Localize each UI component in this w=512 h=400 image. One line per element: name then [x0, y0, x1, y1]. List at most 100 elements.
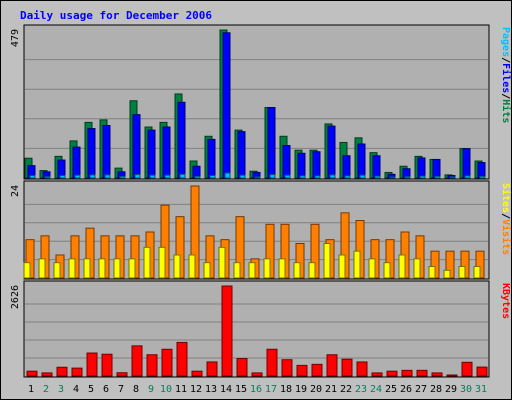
x-label-day-8: 8 — [133, 384, 139, 395]
bar-sites-5 — [83, 258, 91, 279]
panel-top: 479 Pages/Files/Hits — [10, 24, 512, 180]
x-label-day-19: 19 — [295, 384, 307, 395]
bar-sites-17 — [263, 258, 271, 279]
bar-kbytes-15 — [236, 358, 248, 377]
bar-pages-3 — [59, 175, 66, 179]
x-label-day-22: 22 — [340, 384, 352, 395]
bar-kbytes-7 — [116, 372, 128, 377]
bar-pages-30 — [464, 175, 471, 179]
x-label-day-5: 5 — [88, 384, 94, 395]
bar-kbytes-28 — [431, 372, 443, 377]
bar-files-4 — [72, 146, 81, 179]
bar-sites-1 — [23, 262, 31, 279]
x-label-day-9: 9 — [148, 384, 154, 395]
bar-sites-11 — [173, 254, 181, 279]
x-label-day-26: 26 — [400, 384, 412, 395]
bar-pages-31 — [479, 175, 486, 179]
chart-title: Daily usage for December 2006 — [20, 9, 212, 22]
legend-entry: Hits — [500, 99, 512, 123]
bar-files-27 — [417, 157, 426, 179]
bar-pages-18 — [284, 174, 291, 179]
x-label-day-11: 11 — [175, 384, 187, 395]
bar-files-14 — [222, 32, 231, 179]
bar-pages-13 — [209, 175, 216, 179]
bar-sites-13 — [203, 262, 211, 279]
bar-kbytes-23 — [356, 361, 368, 377]
bar-pages-5 — [89, 174, 96, 179]
bar-files-21 — [327, 125, 336, 179]
bar-kbytes-16 — [251, 372, 263, 377]
bar-sites-18 — [278, 258, 286, 279]
x-label-day-27: 27 — [415, 384, 427, 395]
bar-kbytes-12 — [191, 370, 203, 377]
x-label-day-6: 6 — [103, 384, 109, 395]
bar-sites-6 — [98, 258, 106, 279]
x-label-day-23: 23 — [355, 384, 367, 395]
panel-bot: 2626 KBytes — [10, 280, 511, 378]
bar-pages-22 — [344, 175, 351, 179]
bar-pages-25 — [389, 176, 396, 179]
bar-files-24 — [372, 155, 381, 179]
bar-kbytes-2 — [41, 372, 53, 377]
bar-sites-9 — [143, 246, 151, 279]
bar-kbytes-18 — [281, 359, 293, 377]
bar-pages-29 — [449, 176, 456, 179]
bar-pages-7 — [119, 175, 126, 179]
bar-files-8 — [132, 114, 141, 179]
x-label-day-24: 24 — [370, 384, 382, 395]
bar-sites-28 — [428, 266, 436, 279]
bar-sites-14 — [218, 246, 226, 279]
legend-entry: / — [500, 57, 511, 63]
legend-mid: Sites/Visits — [500, 183, 512, 255]
bar-pages-20 — [314, 175, 321, 179]
bar-pages-19 — [299, 175, 306, 179]
bar-sites-15 — [233, 262, 241, 279]
bar-pages-14 — [224, 172, 231, 179]
legend-entry: KBytes — [500, 283, 511, 319]
bar-kbytes-10 — [161, 348, 173, 377]
bar-kbytes-17 — [266, 348, 278, 377]
bar-files-19 — [297, 152, 306, 179]
legend-entry: Files — [500, 63, 512, 93]
x-label-day-3: 3 — [58, 384, 64, 395]
legend-top: Pages/Files/Hits — [500, 27, 512, 123]
bar-pages-16 — [254, 176, 261, 179]
bar-files-22 — [342, 155, 351, 179]
bar-files-30 — [462, 148, 471, 179]
bar-kbytes-3 — [56, 366, 68, 377]
bar-files-15 — [237, 131, 246, 179]
bar-sites-20 — [308, 262, 316, 279]
bar-kbytes-30 — [461, 361, 473, 377]
bar-sites-16 — [248, 262, 256, 279]
bar-kbytes-25 — [386, 370, 398, 377]
x-label-day-17: 17 — [265, 384, 277, 395]
bar-pages-28 — [434, 175, 441, 179]
legend-entry: Visits — [500, 219, 512, 255]
bar-pages-23 — [359, 174, 366, 179]
bar-files-17 — [267, 107, 276, 179]
bar-sites-21 — [323, 243, 331, 279]
bar-files-9 — [147, 129, 156, 179]
bar-kbytes-26 — [401, 369, 413, 377]
bar-files-11 — [177, 101, 186, 179]
bar-kbytes-9 — [146, 354, 158, 377]
bar-sites-26 — [398, 254, 406, 279]
panel-mid: 24 Sites/Visits — [10, 180, 512, 280]
bar-files-6 — [102, 124, 111, 179]
bar-sites-24 — [368, 258, 376, 279]
x-label-day-1: 1 — [28, 384, 34, 395]
bar-kbytes-21 — [326, 354, 338, 377]
series-files — [27, 32, 486, 179]
x-label-day-12: 12 — [190, 384, 202, 395]
bar-pages-8 — [134, 174, 141, 179]
legend-entry: / — [500, 213, 511, 219]
bar-sites-10 — [158, 246, 166, 279]
x-label-day-7: 7 — [118, 384, 124, 395]
bar-kbytes-13 — [206, 361, 218, 377]
bar-kbytes-1 — [26, 370, 38, 377]
bar-sites-2 — [38, 258, 46, 279]
bar-sites-4 — [68, 258, 76, 279]
bar-pages-17 — [269, 174, 276, 179]
bar-sites-25 — [383, 262, 391, 279]
x-label-day-16: 16 — [250, 384, 262, 395]
